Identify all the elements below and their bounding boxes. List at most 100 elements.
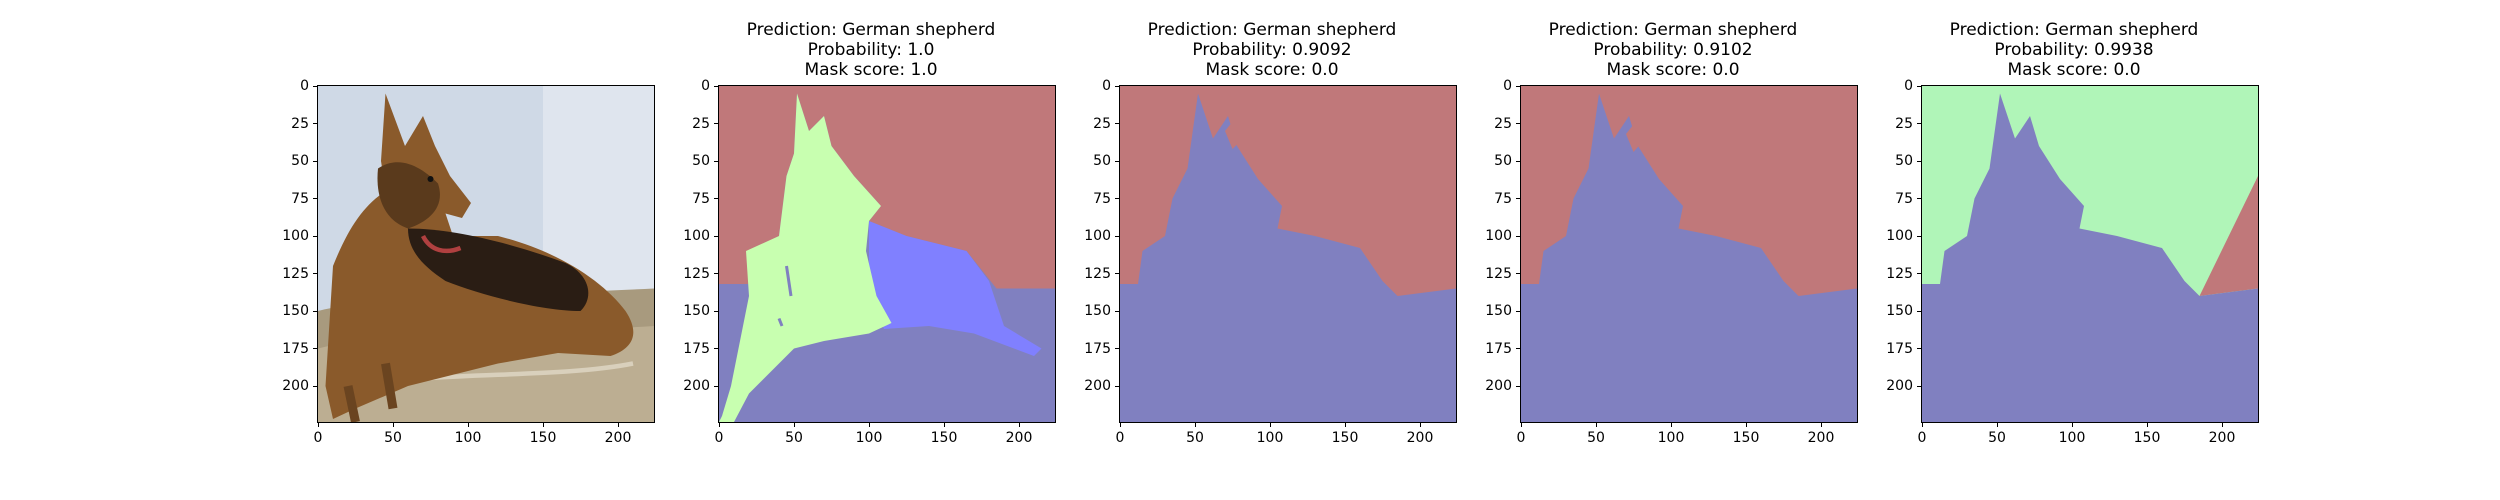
x-tick-label: 0: [313, 430, 323, 446]
y-tick-label: 75: [1494, 190, 1512, 207]
y-tick-label: 50: [1895, 153, 1913, 169]
x-tick-label: 200: [2208, 430, 2236, 446]
mask-overlay-2: [719, 86, 1055, 422]
subplot-1-axes: 0 25 50 75 100 125 150 175 200 0 50 100 150 200: [282, 78, 655, 446]
subplot-5-title: Prediction: German shepherd Probability: …: [1859, 20, 2289, 80]
x-tick-label: 150: [1732, 430, 1760, 446]
y-tick-label: 50: [1494, 153, 1512, 169]
subplot-2: Prediction: German shepherd Probability: …: [656, 0, 1086, 500]
x-tick-label: 100: [1657, 430, 1685, 446]
y-tick-label: 50: [1093, 153, 1111, 169]
y-tick-label: 50: [692, 153, 710, 169]
y-tick-label: 75: [1093, 190, 1111, 207]
y-tick-label: 0: [1102, 78, 1111, 94]
mask-overlay-3: [1120, 86, 1456, 422]
subplot-2-title-line: Prediction: German shepherd: [746, 20, 996, 40]
y-tick-label: 25: [291, 115, 309, 132]
subplot-5-title-line: Probability: 0.9938: [1994, 40, 2154, 60]
subplot-5-title-line: Mask score: 0.0: [2007, 60, 2141, 80]
x-tick-label: 150: [2133, 430, 2161, 446]
y-tick-label: 100: [282, 228, 309, 244]
subplot-4-title-line: Mask score: 0.0: [1606, 60, 1740, 80]
x-tick-label: 100: [855, 430, 883, 446]
y-tick-label: 150: [683, 303, 710, 319]
subplot-4: Prediction: German shepherd Probability: …: [1458, 0, 1888, 500]
subplot-3-title: Prediction: German shepherd Probability: …: [1057, 20, 1487, 80]
subplot-2-axes: 0 25 50 75 100 125 150 175 200 0 50 100 150 200: [683, 78, 1056, 446]
mask-overlay-5: [1922, 86, 2258, 422]
y-tick-label: 200: [683, 378, 710, 394]
y-tick-label: 75: [692, 190, 710, 207]
y-tick-label: 125: [1485, 265, 1512, 282]
y-tick-label: 175: [683, 340, 710, 357]
y-tick-label: 175: [1886, 340, 1913, 357]
x-tick-label: 50: [785, 430, 803, 446]
y-tick-label: 175: [1485, 340, 1512, 357]
x-tick-label: 0: [1115, 430, 1125, 446]
subplot-4-title-line: Probability: 0.9102: [1593, 40, 1753, 60]
y-tick-label: 175: [282, 340, 309, 357]
subplot-4-title: Prediction: German shepherd Probability: …: [1458, 20, 1888, 80]
y-tick-label: 50: [291, 153, 309, 169]
y-tick-label: 100: [1485, 228, 1512, 244]
subplot-5-title-line: Prediction: German shepherd: [1949, 20, 2199, 40]
y-tick-label: 75: [1895, 190, 1913, 207]
x-tick-label: 200: [1807, 430, 1835, 446]
subplot-5: Prediction: German shepherd Probability: …: [1859, 0, 2289, 500]
subplot-2-title: Prediction: German shepherd Probability: …: [656, 20, 1086, 80]
y-tick-label: 200: [1084, 378, 1111, 394]
y-tick-label: 125: [282, 265, 309, 282]
subplot-3: Prediction: German shepherd Probability: …: [1057, 0, 1487, 500]
y-tick-label: 25: [692, 115, 710, 132]
x-tick-label: 0: [714, 430, 724, 446]
x-tick-label: 200: [604, 430, 632, 446]
y-tick-label: 200: [1886, 378, 1913, 394]
subplot-4-title-line: Prediction: German shepherd: [1548, 20, 1798, 40]
y-tick-label: 125: [683, 265, 710, 282]
y-tick-label: 0: [300, 78, 309, 94]
x-tick-label: 50: [1988, 430, 2006, 446]
y-tick-label: 200: [1485, 378, 1512, 394]
y-tick-label: 25: [1494, 115, 1512, 132]
y-tick-label: 25: [1093, 115, 1111, 132]
x-tick-label: 100: [454, 430, 482, 446]
y-tick-label: 75: [291, 190, 309, 207]
y-tick-label: 150: [1485, 303, 1512, 319]
x-tick-label: 50: [1587, 430, 1605, 446]
subplot-2-title-line: Probability: 1.0: [807, 40, 935, 60]
x-tick-label: 200: [1406, 430, 1434, 446]
x-tick-label: 100: [2058, 430, 2086, 446]
x-tick-label: 200: [1005, 430, 1033, 446]
subplot-3-title-line: Prediction: German shepherd: [1147, 20, 1397, 40]
y-tick-label: 150: [282, 303, 309, 319]
subplot-3-axes: 0 25 50 75 100 125 150 175 200 0 50 100 150 200: [1084, 78, 1457, 446]
y-tick-label: 0: [1503, 78, 1512, 94]
y-tick-label: 100: [683, 228, 710, 244]
y-tick-label: 25: [1895, 115, 1913, 132]
y-tick-label: 125: [1084, 265, 1111, 282]
x-tick-label: 150: [1331, 430, 1359, 446]
x-tick-label: 50: [1186, 430, 1204, 446]
dog-photo: [318, 86, 654, 422]
y-tick-label: 125: [1886, 265, 1913, 282]
subplot-2-title-line: Mask score: 1.0: [804, 60, 938, 80]
x-tick-label: 100: [1256, 430, 1284, 446]
x-tick-label: 0: [1917, 430, 1927, 446]
subplot-5-axes: 0 25 50 75 100 125 150 175 200 0 50 100 150 200: [1886, 78, 2259, 446]
x-tick-label: 50: [384, 430, 402, 446]
y-tick-label: 100: [1886, 228, 1913, 244]
x-tick-label: 150: [529, 430, 557, 446]
subplot-4-axes: 0 25 50 75 100 125 150 175 200 0 50 100 150 200: [1485, 78, 1858, 446]
x-tick-label: 0: [1516, 430, 1526, 446]
y-tick-label: 175: [1084, 340, 1111, 357]
subplot-3-title-line: Probability: 0.9092: [1192, 40, 1352, 60]
y-tick-label: 0: [701, 78, 710, 94]
y-tick-label: 150: [1084, 303, 1111, 319]
y-tick-label: 150: [1886, 303, 1913, 319]
y-tick-label: 200: [282, 378, 309, 394]
subplot-1: 0 25 50 75 100 125 150 175 200 0 50 100 150 200: [255, 0, 685, 500]
subplot-3-title-line: Mask score: 0.0: [1205, 60, 1339, 80]
x-tick-label: 150: [930, 430, 958, 446]
y-tick-label: 100: [1084, 228, 1111, 244]
y-tick-label: 0: [1904, 78, 1913, 94]
